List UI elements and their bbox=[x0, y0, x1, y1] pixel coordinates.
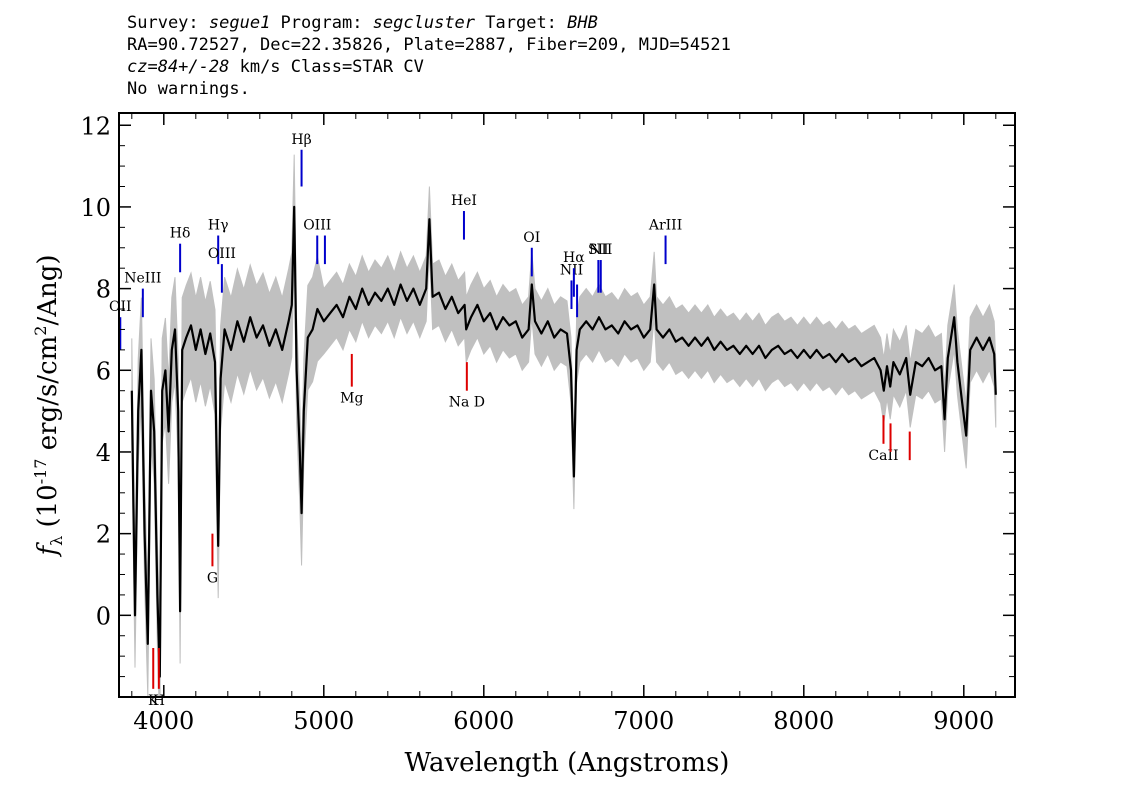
emission-line-label: HeI bbox=[451, 193, 477, 209]
emission-line-label: Hδ bbox=[170, 226, 191, 242]
absorption-line-label: CaII bbox=[868, 448, 898, 464]
emission-line-label: ArIII bbox=[648, 218, 682, 234]
absorption-line-label: Na D bbox=[449, 395, 485, 411]
emission-line-label: NII bbox=[560, 262, 583, 278]
absorption-line-label: G bbox=[207, 570, 218, 586]
x-tick-label: 4000 bbox=[133, 707, 194, 735]
target-name: BHB bbox=[567, 13, 598, 33]
x-tick-label: 6000 bbox=[453, 707, 514, 735]
survey-name: segue1 bbox=[208, 13, 271, 33]
y-tick-label: 10 bbox=[80, 194, 111, 222]
plot-frame bbox=[118, 112, 1016, 698]
header-line-warnings: No warnings. bbox=[127, 79, 250, 99]
flux-series-line bbox=[130, 205, 997, 678]
y-tick-label: 2 bbox=[96, 521, 111, 549]
header-line-survey: Survey: segue1 Program: segcluster Targe… bbox=[127, 13, 598, 33]
y-tick-label: 8 bbox=[96, 276, 111, 304]
cz-value: cz=84+/-28 bbox=[127, 57, 230, 77]
absorption-line-label: K bbox=[148, 693, 159, 709]
emission-line-label: SII bbox=[588, 242, 609, 258]
flux-line-layer bbox=[130, 205, 997, 678]
y-axis-title: fλ (10-17 erg/s/cm2/Ang) bbox=[31, 254, 66, 557]
emission-line-label: NII bbox=[589, 242, 612, 258]
y-tick-label: 4 bbox=[96, 439, 111, 467]
x-tick-label: 7000 bbox=[613, 707, 674, 735]
header-line-redshift: cz=84+/-28 km/s Class=STAR CV bbox=[127, 57, 424, 77]
emission-line-label: OIII bbox=[303, 218, 331, 234]
spectrum-header: Survey: segue1 Program: segcluster Targe… bbox=[127, 12, 731, 100]
y-tick-label: 0 bbox=[96, 602, 111, 630]
program-name: segcluster bbox=[372, 13, 476, 33]
emission-line-label: OII bbox=[109, 299, 132, 315]
x-axis-title: Wavelength (Angstroms) bbox=[405, 748, 730, 778]
emission-line-label: OIII bbox=[208, 246, 236, 262]
emission-line-label: Hβ bbox=[291, 132, 311, 148]
emission-line-label: Hγ bbox=[208, 218, 229, 234]
emission-line-label: Hα bbox=[563, 250, 585, 266]
error-band-polygon bbox=[131, 154, 997, 697]
y-tick-label: 12 bbox=[80, 112, 111, 140]
emission-line-label: NeIII bbox=[124, 271, 161, 287]
absorption-line-label: Mg bbox=[340, 391, 363, 407]
x-tick-label: 8000 bbox=[773, 707, 834, 735]
axis-ticks: 4000 5000 6000 7000 8000 9000 0 2 4 6 8 10 12 bbox=[80, 112, 1015, 735]
x-tick-label: 9000 bbox=[933, 707, 994, 735]
emission-line-label: OI bbox=[523, 230, 540, 246]
header-line-coordinates: RA=90.72527, Dec=22.35826, Plate=2887, F… bbox=[127, 35, 731, 55]
error-band bbox=[131, 154, 997, 697]
x-tick-label: 5000 bbox=[293, 707, 354, 735]
y-tick-label: 6 bbox=[96, 357, 111, 385]
spectral-line-markers: OIINeIIIHδHγOIIIHβOIIIHeIOINIIHαSIINIIAr… bbox=[109, 132, 911, 709]
